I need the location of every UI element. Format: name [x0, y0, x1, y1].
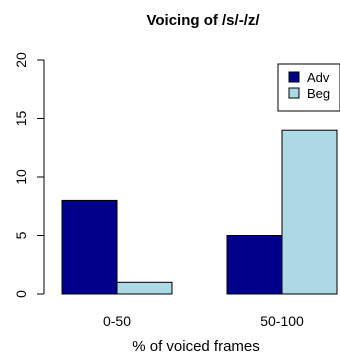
- legend-box: [277, 63, 340, 112]
- bar-adv-0-50: [61, 199, 118, 295]
- x-axis-labels: 0-50 50-100: [103, 313, 304, 329]
- x-tick-label: 0-50: [103, 313, 131, 329]
- y-tick-label: 10: [13, 169, 29, 185]
- y-tick-label: 0: [13, 290, 29, 298]
- legend-swatch-adv: [288, 71, 300, 83]
- bar-adv-50-100: [226, 235, 283, 295]
- bar-beg-50-100: [281, 129, 338, 295]
- legend-label-beg: Beg: [307, 86, 330, 101]
- y-tick-label: 20: [13, 52, 29, 68]
- chart-title: Voicing of /s/-/z/: [146, 12, 260, 29]
- x-axis-title: % of voiced frames: [132, 338, 260, 355]
- bars: [61, 129, 338, 295]
- legend-swatch-beg: [288, 87, 300, 99]
- y-axis-ticks: 0 5 10 15 20: [13, 52, 44, 298]
- y-tick-label: 5: [13, 231, 29, 239]
- y-tick-label: 15: [13, 111, 29, 127]
- x-tick-label: 50-100: [260, 313, 304, 329]
- bar-beg-0-50: [116, 281, 173, 295]
- legend-label-adv: Adv: [307, 70, 330, 85]
